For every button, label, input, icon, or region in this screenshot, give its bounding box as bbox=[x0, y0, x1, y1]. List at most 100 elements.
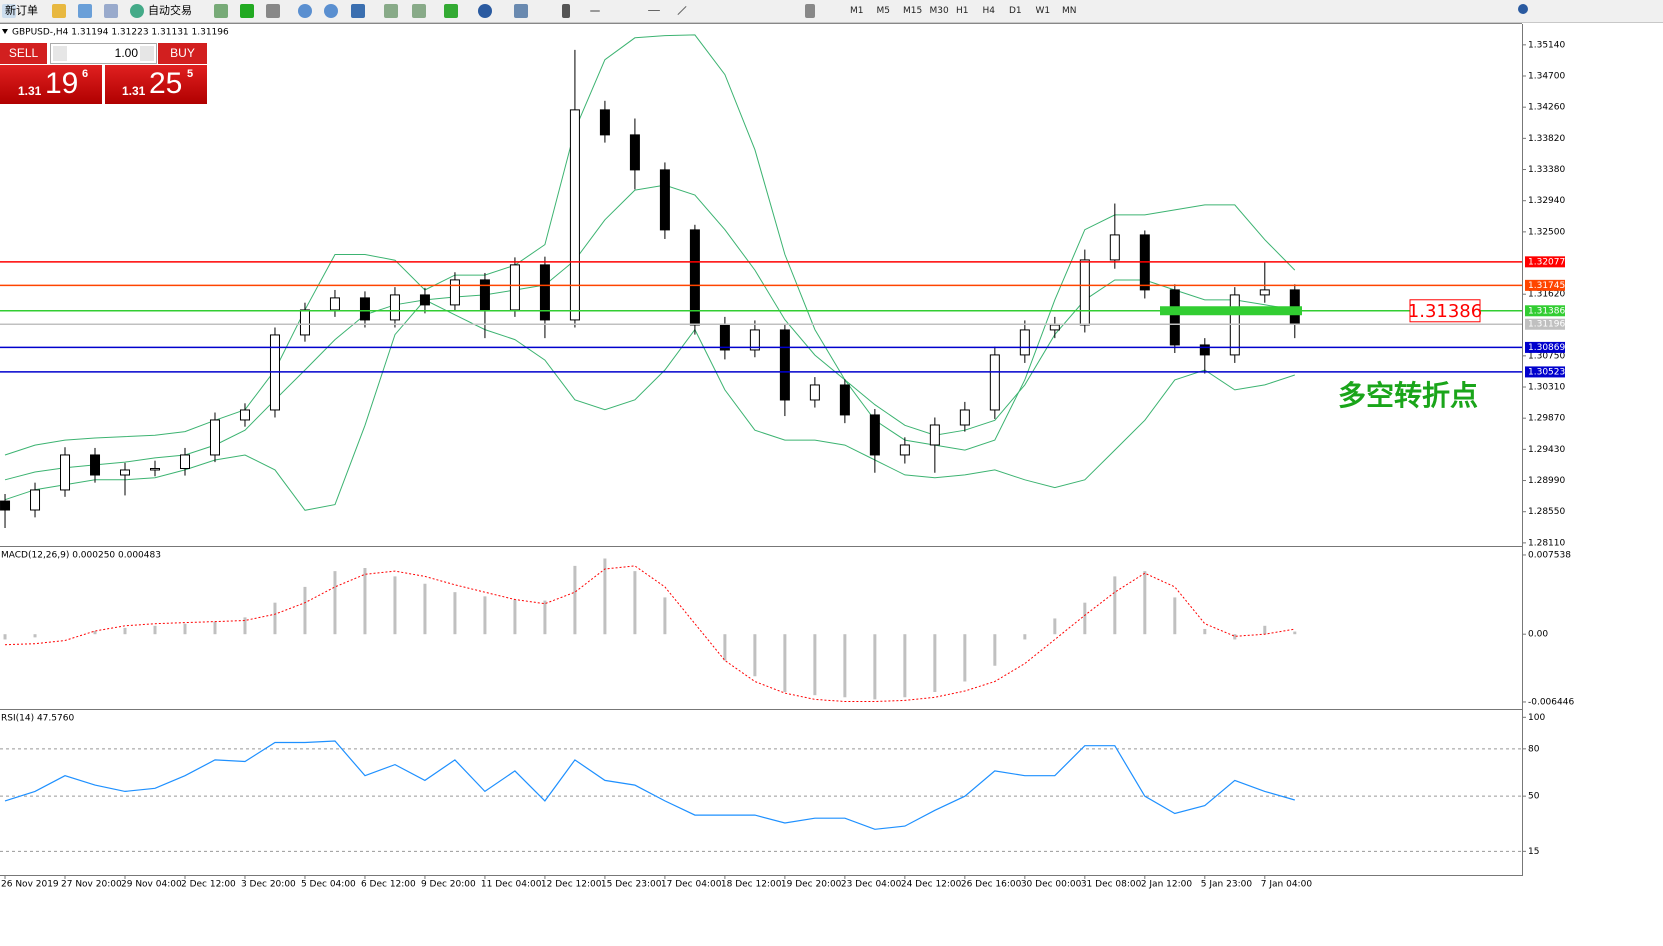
x-tick-label: 5 Jan 23:00 bbox=[1201, 880, 1253, 890]
pivot-box bbox=[1409, 299, 1481, 323]
candle-body bbox=[719, 324, 730, 351]
candle-body bbox=[479, 279, 490, 311]
candle-body bbox=[449, 279, 460, 306]
candle-body bbox=[1049, 324, 1060, 331]
level-tag bbox=[1525, 318, 1565, 330]
x-tick-label: 17 Dec 04:00 bbox=[661, 880, 722, 890]
y-tick-label: 1.33820 bbox=[1528, 134, 1565, 144]
icon bbox=[805, 4, 815, 18]
x-tick-label: 24 Dec 12:00 bbox=[901, 880, 962, 890]
pivot-box-label: 1.31386 bbox=[1408, 301, 1482, 322]
pane-title: GBPUSD-,H4 1.31194 1.31223 1.31131 1.311… bbox=[12, 28, 229, 38]
x-tick-label: 15 Dec 23:00 bbox=[601, 880, 662, 890]
level-tag-label: 1.32077 bbox=[1528, 257, 1565, 267]
y-tick-label: 1.30750 bbox=[1528, 351, 1565, 361]
candle-body bbox=[869, 414, 880, 456]
candle-body bbox=[0, 500, 11, 511]
ask-price[interactable]: 1.31 25 5 bbox=[105, 65, 207, 104]
candle-body bbox=[599, 109, 610, 136]
candle-body bbox=[299, 309, 310, 336]
icon bbox=[478, 4, 492, 18]
x-tick-label: 11 Dec 04:00 bbox=[481, 880, 542, 890]
timeframe-button[interactable]: H1 bbox=[956, 6, 969, 16]
pane-title: RSI(14) 47.5760 bbox=[1, 714, 74, 724]
y-tick-label: 0.007538 bbox=[1528, 550, 1571, 560]
level-tag-label: 1.30869 bbox=[1528, 343, 1565, 353]
icon bbox=[240, 4, 254, 18]
chart-area: GBPUSD-,H4 1.31194 1.31223 1.31131 1.311… bbox=[0, 24, 1663, 894]
icon bbox=[1518, 4, 1528, 14]
x-tick-label: 2 Dec 12:00 bbox=[181, 880, 236, 890]
toolbar: 新订单 自动交易 M1 M5 M15 M30 H1 H4 D1 W1 MN bbox=[0, 0, 1663, 23]
candle-body bbox=[809, 384, 820, 401]
candle-body bbox=[929, 424, 940, 446]
auto-trading-button[interactable]: 自动交易 bbox=[148, 4, 192, 17]
candle-body bbox=[1169, 289, 1180, 346]
y-tick-label: 1.34700 bbox=[1528, 72, 1565, 82]
y-tick-label: 1.32500 bbox=[1528, 227, 1565, 237]
timeframe-button[interactable]: MN bbox=[1062, 6, 1077, 16]
level-tag bbox=[1525, 366, 1565, 378]
annotation: 多空转折点 bbox=[1338, 379, 1478, 412]
level-tag bbox=[1525, 256, 1565, 268]
timeframe-button[interactable]: D1 bbox=[1009, 6, 1022, 16]
icon bbox=[677, 5, 687, 16]
icon bbox=[104, 4, 118, 18]
x-tick-label: 26 Dec 16:00 bbox=[961, 880, 1022, 890]
y-tick-label: 1.29870 bbox=[1528, 414, 1565, 424]
timeframe-button[interactable]: M1 bbox=[850, 6, 864, 16]
macd-signal bbox=[4, 565, 1295, 702]
y-tick-label: 15 bbox=[1528, 847, 1539, 857]
candle-body bbox=[419, 294, 430, 306]
candle-body bbox=[1199, 344, 1210, 356]
y-tick-label: 1.28110 bbox=[1528, 538, 1565, 548]
candle-body bbox=[1259, 289, 1270, 296]
ask-small: 5 bbox=[187, 68, 194, 80]
one-click-trading: SELL 1.00 BUY 1.31 19 6 1.31 25 5 bbox=[0, 42, 207, 104]
level-tag-label: 1.31386 bbox=[1528, 306, 1565, 316]
y-tick-label: 1.31620 bbox=[1528, 290, 1565, 300]
new-order-button[interactable]: 新订单 bbox=[5, 4, 38, 17]
buy-button[interactable]: BUY bbox=[158, 43, 207, 64]
level-tag-label: 1.31196 bbox=[1528, 320, 1565, 330]
ask-main: 25 bbox=[149, 67, 183, 100]
bid-big: 1.31 bbox=[18, 84, 42, 98]
candle-body bbox=[839, 384, 850, 416]
icon bbox=[444, 4, 458, 18]
bollinger-band bbox=[4, 184, 1295, 481]
candle-body bbox=[779, 329, 790, 401]
y-tick-label: -0.006446 bbox=[1528, 697, 1574, 707]
candle-body bbox=[329, 297, 340, 311]
icon bbox=[52, 4, 66, 18]
x-tick-label: 9 Dec 20:00 bbox=[421, 880, 476, 890]
level-tag bbox=[1525, 279, 1565, 291]
x-tick-label: 19 Dec 20:00 bbox=[781, 880, 842, 890]
y-tick-label: 1.28550 bbox=[1528, 507, 1565, 517]
sell-button[interactable]: SELL bbox=[0, 43, 47, 64]
timeframe-button[interactable]: M30 bbox=[929, 6, 949, 16]
candle-body bbox=[959, 409, 970, 426]
bid-price[interactable]: 1.31 19 6 bbox=[0, 65, 102, 104]
candle-body bbox=[30, 489, 41, 511]
lots-down[interactable] bbox=[53, 46, 67, 61]
x-tick-label: 29 Nov 04:00 bbox=[121, 880, 182, 890]
lots-up[interactable] bbox=[140, 46, 154, 61]
candle-body bbox=[239, 409, 250, 421]
icon bbox=[648, 10, 660, 11]
candle-body bbox=[1019, 329, 1030, 356]
icon bbox=[514, 4, 528, 18]
lots-field[interactable]: 1.00 bbox=[50, 43, 157, 64]
timeframe-button[interactable]: H4 bbox=[982, 6, 996, 16]
icon bbox=[590, 10, 600, 12]
divider bbox=[0, 23, 1522, 24]
candle-body bbox=[629, 134, 640, 171]
candle-body bbox=[359, 297, 370, 321]
candle-body bbox=[389, 294, 400, 321]
candle-body bbox=[989, 354, 1000, 411]
candle-body bbox=[209, 419, 220, 456]
timeframe-button[interactable]: M5 bbox=[876, 6, 891, 16]
timeframe-button[interactable]: M15 bbox=[903, 6, 923, 16]
timeframe-button[interactable]: W1 bbox=[1035, 6, 1051, 16]
candle-body bbox=[539, 264, 550, 321]
